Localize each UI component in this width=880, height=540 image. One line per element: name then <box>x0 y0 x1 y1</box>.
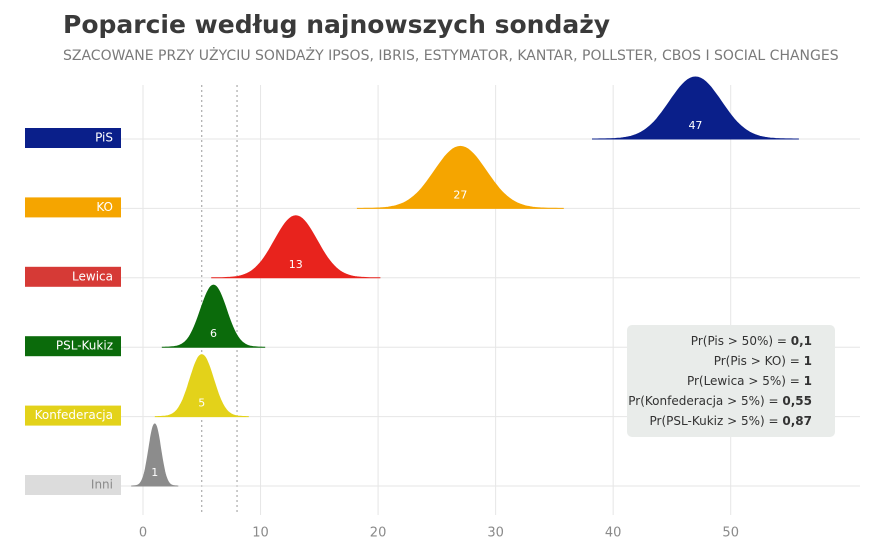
category-box <box>25 475 121 495</box>
value-label: 5 <box>198 397 205 410</box>
category-label: Inni <box>91 478 113 492</box>
category-label: KO <box>96 200 113 214</box>
category-box <box>25 405 121 426</box>
annotation-label: Pr(Pis > 50%) = <box>691 334 787 348</box>
x-tick-label: 10 <box>252 526 269 540</box>
x-tick-label: 50 <box>722 526 739 540</box>
category-box <box>25 197 121 218</box>
x-tick-label: 30 <box>487 526 504 540</box>
annotation: Pr(Pis > 50%) = 0,1 <box>691 334 812 348</box>
annotation-value: 0,1 <box>791 334 812 348</box>
category-label: Konfederacja <box>35 408 113 422</box>
annotation-value: 1 <box>804 374 812 388</box>
annotation: Pr(Lewica > 5%) = 1 <box>687 374 812 388</box>
category-label: PSL-Kukiz <box>56 339 113 353</box>
density <box>131 423 179 487</box>
category-label: PiS <box>95 131 113 145</box>
chart-subtitle: SZACOWANE PRZY UŻYCIU SONDAŻY IPSOS, IBR… <box>63 46 839 64</box>
annotation-label: Pr(Pis > KO) = <box>714 354 800 368</box>
annotation-label: Pr(Konfederacja > 5%) = <box>628 394 778 408</box>
category-box <box>25 128 121 148</box>
x-tick-label: 20 <box>370 526 387 540</box>
value-label: 6 <box>210 327 217 340</box>
chart-title: Poparcie według najnowszych sondaży <box>63 10 610 39</box>
annotation: Pr(Konfederacja > 5%) = 0,55 <box>628 394 812 408</box>
density <box>154 354 249 418</box>
category-label: Lewica <box>72 269 113 283</box>
x-tick-label: 40 <box>605 526 622 540</box>
annotation-value: 0,55 <box>782 394 812 408</box>
annotation: Pr(Pis > KO) = 1 <box>714 354 812 368</box>
density <box>356 145 564 209</box>
annotation-value: 0,87 <box>782 414 812 428</box>
value-label: 13 <box>289 258 303 271</box>
x-tick-label: 0 <box>139 526 147 540</box>
annotation: Pr(PSL-Kukiz > 5%) = 0,87 <box>650 414 812 428</box>
category-box <box>25 266 121 287</box>
category-box <box>25 336 121 357</box>
value-label: 27 <box>453 188 467 201</box>
value-label: 1 <box>151 466 158 479</box>
annotation-value: 1 <box>804 354 812 368</box>
annotation-label: Pr(Lewica > 5%) = <box>687 374 800 388</box>
annotation-box <box>627 325 835 437</box>
annotation-label: Pr(PSL-Kukiz > 5%) = <box>650 414 779 428</box>
value-label: 47 <box>688 119 702 132</box>
density <box>161 284 266 348</box>
density <box>211 215 381 279</box>
density <box>592 76 799 140</box>
